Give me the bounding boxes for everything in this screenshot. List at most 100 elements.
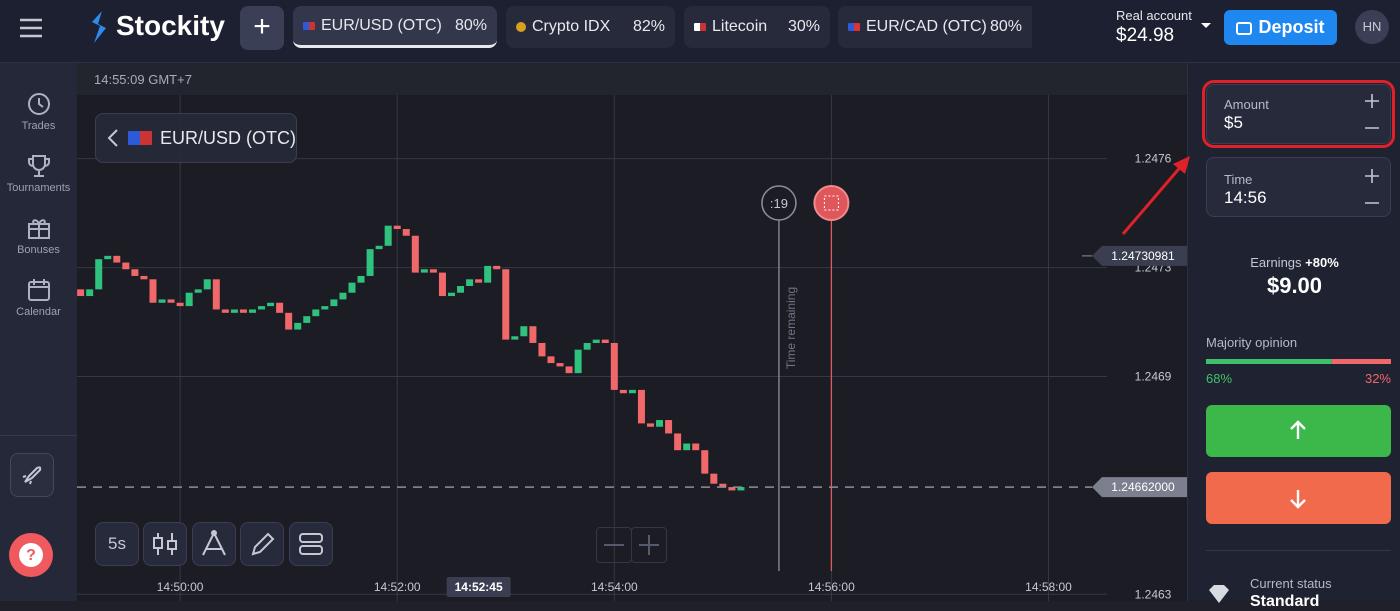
candle — [511, 336, 519, 340]
candle — [393, 225, 401, 230]
logo[interactable]: Stockity — [116, 10, 225, 41]
earnings-label: Earnings — [1250, 255, 1302, 270]
candle — [131, 269, 139, 276]
candle — [719, 483, 727, 488]
tab-payout: 30% — [787, 18, 820, 35]
asset-tab[interactable]: EUR/CAD (OTC) 80% — [838, 6, 1032, 48]
candle — [583, 342, 591, 350]
annotation-arrow — [1121, 156, 1190, 235]
candle — [194, 289, 202, 293]
candle — [565, 366, 573, 374]
asset-tab[interactable]: EUR/USD (OTC) 80% — [293, 6, 497, 48]
candle — [447, 292, 455, 297]
icon — [639, 535, 659, 555]
candle — [176, 302, 184, 307]
candle — [122, 262, 130, 270]
pair-name: EUR/USD (OTC) — [160, 127, 296, 148]
icon — [251, 532, 275, 556]
account-label[interactable]: Real account — [1116, 8, 1192, 23]
candle — [104, 255, 112, 260]
candle — [384, 225, 392, 246]
status: Standard — [1250, 593, 1320, 610]
candle — [203, 279, 211, 290]
time-value: 14:56 — [1224, 188, 1267, 207]
candle — [493, 265, 501, 270]
up-pct: 68% — [1206, 371, 1233, 386]
add-tab[interactable]: + — [240, 6, 284, 50]
candle — [484, 265, 492, 283]
account-caret[interactable] — [1200, 22, 1212, 30]
price-label: 1.24662000 — [1111, 480, 1175, 494]
back-icon — [107, 129, 118, 147]
svg-text:?: ? — [26, 547, 36, 564]
pair-selector[interactable]: EUR/USD (OTC) — [95, 113, 297, 163]
chart-type-button[interactable] — [143, 522, 187, 566]
candle — [267, 302, 275, 307]
candle — [411, 235, 419, 273]
time-field[interactable]: Time 14:56 — [1206, 157, 1391, 217]
candle — [646, 423, 654, 427]
x-tick-label: 14:50:00 — [157, 580, 204, 594]
timeframe-button[interactable]: 5s — [95, 522, 139, 566]
candle — [339, 292, 347, 300]
avatar[interactable]: HN — [1355, 10, 1389, 44]
trade-panel: Amount $5 Time 14:56 Earnings +80% $9.00… — [1187, 63, 1400, 610]
nav-label: Tournaments — [6, 182, 71, 194]
majority-up — [1206, 359, 1332, 364]
candle — [538, 342, 546, 357]
amount-steppers[interactable] — [1364, 92, 1380, 138]
icon — [27, 219, 50, 239]
balance: $24.98 — [1116, 25, 1175, 46]
candle — [95, 259, 103, 290]
zoom-in[interactable] — [631, 527, 667, 563]
rocket-button[interactable] — [10, 453, 54, 497]
amount-label: Amount — [1224, 97, 1269, 112]
candle — [737, 487, 745, 491]
candle — [628, 389, 636, 394]
asset-tab[interactable]: Litecoin 30% — [684, 6, 830, 48]
deposit-button[interactable]: Deposit — [1224, 10, 1337, 45]
candle — [258, 306, 266, 310]
cursor-label-bg — [446, 577, 511, 597]
candle — [366, 249, 374, 276]
candle — [656, 420, 664, 427]
candle — [86, 289, 94, 297]
nav-tournaments[interactable]: Tournaments — [0, 153, 77, 194]
candle — [149, 279, 157, 303]
candle — [321, 306, 329, 310]
candle — [357, 275, 365, 283]
candle — [574, 349, 582, 374]
layout-button[interactable] — [289, 522, 333, 566]
draw-tools-button[interactable] — [192, 522, 236, 566]
help-button[interactable]: ? — [9, 533, 53, 577]
nav-bonuses[interactable]: Bonuses — [0, 215, 77, 256]
x-tick-label: 14:56:00 — [808, 580, 855, 594]
nav-calendar[interactable]: Calendar — [0, 277, 77, 318]
status-label: Current status — [1250, 576, 1332, 591]
diamond-icon — [1209, 585, 1229, 603]
icon — [1290, 490, 1306, 509]
up-button[interactable] — [1206, 405, 1391, 457]
zoom-out[interactable] — [596, 527, 632, 563]
asset-tab[interactable]: Crypto IDX 82% — [506, 6, 675, 48]
candle — [77, 289, 85, 297]
candle — [239, 309, 247, 313]
candle — [710, 473, 718, 484]
nav-trades[interactable]: Trades — [0, 91, 77, 132]
down-button[interactable] — [1206, 472, 1391, 524]
clock: 14:55:09 GMT+7 — [94, 72, 192, 87]
amount-field[interactable]: Amount $5 — [1202, 80, 1395, 148]
majority-down — [1331, 359, 1391, 364]
candle — [276, 302, 284, 313]
icon — [153, 533, 177, 555]
x-tick-label: 14:52:00 — [374, 580, 421, 594]
candle — [692, 443, 700, 451]
pencil-button[interactable] — [240, 522, 284, 566]
time-label: Time — [1224, 172, 1253, 187]
icon — [1290, 420, 1306, 439]
time-steppers[interactable] — [1364, 167, 1380, 213]
menu-icon[interactable] — [18, 17, 44, 39]
tab-payout: 82% — [632, 18, 665, 35]
candle — [475, 279, 483, 283]
